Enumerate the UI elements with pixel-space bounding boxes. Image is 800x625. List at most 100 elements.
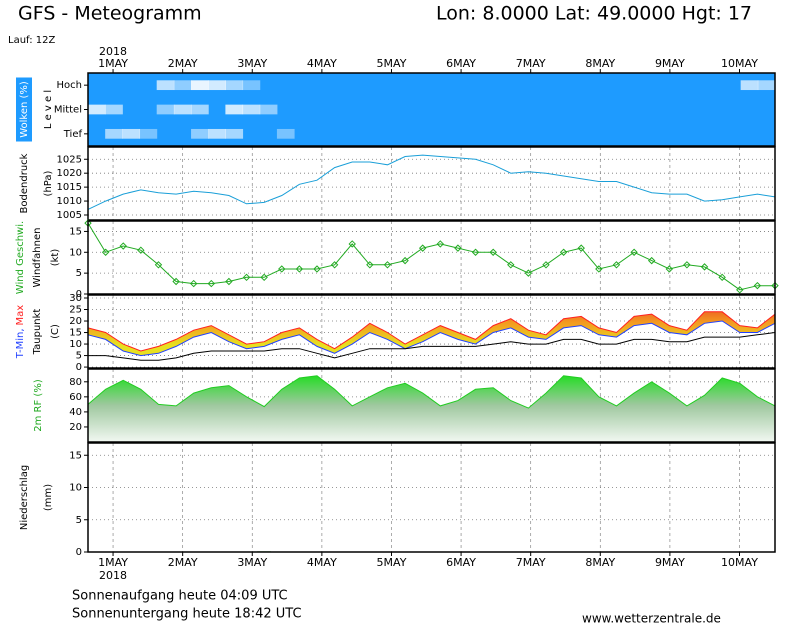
marker: [489, 248, 497, 256]
cloud-cell: [689, 129, 707, 139]
cloud-cell: [414, 80, 432, 90]
marker: [137, 246, 145, 254]
y-tick-label: 5: [76, 351, 82, 362]
marker: [665, 265, 674, 273]
y-tick-label: 5: [76, 515, 82, 526]
y-tick-label: 0: [76, 362, 82, 373]
y-axis-label-part: Bodendruck: [19, 153, 30, 213]
cloud-cell: [655, 129, 673, 139]
date-label-bottom: 10MAY: [721, 556, 758, 569]
y-axis-label: (hPa): [43, 170, 54, 196]
y-tick-label: 1005: [57, 210, 82, 221]
date-label-bottom: 3MAY: [237, 556, 267, 569]
cloud-cell: [672, 80, 690, 90]
cloud-cell: [140, 105, 158, 115]
cloud-cell: [191, 128, 209, 139]
cloud-cell: [277, 80, 295, 90]
cloud-cell: [483, 129, 501, 139]
cloud-cell: [723, 80, 741, 90]
y-tick-label: 30: [69, 293, 82, 304]
panel-frame: [87, 442, 776, 553]
marker: [154, 261, 163, 269]
cloud-cell: [758, 105, 776, 115]
cloud-cell: [483, 105, 501, 115]
y-axis-label-part: Wind Geschwi.: [15, 221, 26, 294]
level-label: Tief: [63, 129, 83, 140]
marker: [418, 244, 427, 252]
cloud-cell: [569, 105, 587, 115]
cloud-cell: [535, 129, 553, 139]
cloud-cell: [328, 80, 346, 90]
cloud-cell: [242, 104, 261, 115]
cloud-cell: [672, 129, 690, 139]
y-axis-label-part: Taupunkt: [32, 309, 43, 356]
cloud-cell: [466, 105, 484, 115]
cloud-cell: [603, 80, 621, 90]
year-top: 2018: [99, 45, 127, 58]
marker: [718, 273, 726, 282]
cloud-cell: [620, 80, 638, 90]
y-axis-label-part: T-Min,: [15, 328, 26, 359]
cloud-cell: [156, 80, 175, 91]
date-label-top: 10MAY: [721, 57, 758, 70]
marker: [366, 261, 374, 269]
cloud-cell: [706, 80, 724, 90]
y-axis-label: L e v e l: [43, 90, 54, 129]
y-tick-label: 25: [69, 305, 82, 316]
cloud-cell: [740, 80, 759, 91]
humidity-area: [88, 375, 775, 442]
y-axis-label-part: (kt): [50, 249, 61, 267]
cloud-cell: [620, 129, 638, 139]
cloud-cell: [569, 129, 587, 139]
marker: [383, 261, 392, 269]
cloud-cell: [397, 105, 415, 115]
y-tick-label: 20: [69, 422, 82, 433]
marker: [471, 248, 480, 256]
date-label-bottom: 6MAY: [446, 556, 476, 569]
cloud-cell: [535, 105, 553, 115]
cloud-cell: [741, 129, 759, 139]
panel-frame: [87, 72, 776, 147]
marker: [559, 248, 568, 256]
marker: [172, 277, 180, 286]
y-axis-label: Wind Geschwi.: [15, 221, 26, 294]
cloud-cell: [517, 129, 535, 139]
date-label-bottom: 8MAY: [585, 556, 615, 569]
cloud-cell: [208, 128, 226, 139]
y-axis-label: Bodendruck: [19, 153, 30, 213]
cloud-cell: [311, 80, 329, 90]
date-label-top: 1MAY: [98, 57, 128, 70]
cloud-cell: [173, 80, 192, 91]
date-label-top: 7MAY: [516, 57, 546, 70]
y-axis-label-part: 2m RF (%): [33, 379, 44, 432]
y-tick-label: 5: [76, 268, 82, 279]
cloud-cell: [655, 80, 673, 90]
marker: [330, 261, 339, 269]
y-axis-label: T-Min, Max: [15, 305, 26, 359]
series-line: [87, 154, 776, 210]
humidity-line: [87, 375, 776, 409]
cloud-cell: [122, 80, 140, 90]
date-label-bottom: 9MAY: [655, 556, 685, 569]
cloud-cell: [638, 129, 656, 139]
cloud-cell: [294, 105, 312, 115]
y-axis-label-part: (C): [50, 324, 61, 339]
panel-frame: [87, 294, 776, 369]
cloud-cell: [620, 105, 638, 115]
cloud-cell: [638, 80, 656, 90]
cloud-cell: [346, 80, 364, 90]
cloud-cell: [689, 105, 707, 115]
cloud-cell: [689, 80, 707, 90]
marker: [577, 244, 585, 252]
cloud-cell: [517, 105, 535, 115]
cloud-cell: [517, 80, 535, 90]
cloud-cell: [603, 105, 621, 115]
cloud-cell: [277, 105, 295, 115]
y-tick-label: 0: [76, 289, 82, 300]
series-line: [87, 222, 775, 291]
cloud-cell: [655, 105, 673, 115]
cloud-cell: [380, 129, 398, 139]
y-axis-label-part: Niederschlag: [19, 465, 30, 530]
ylabel-background: [16, 77, 32, 142]
marker: [348, 240, 356, 248]
